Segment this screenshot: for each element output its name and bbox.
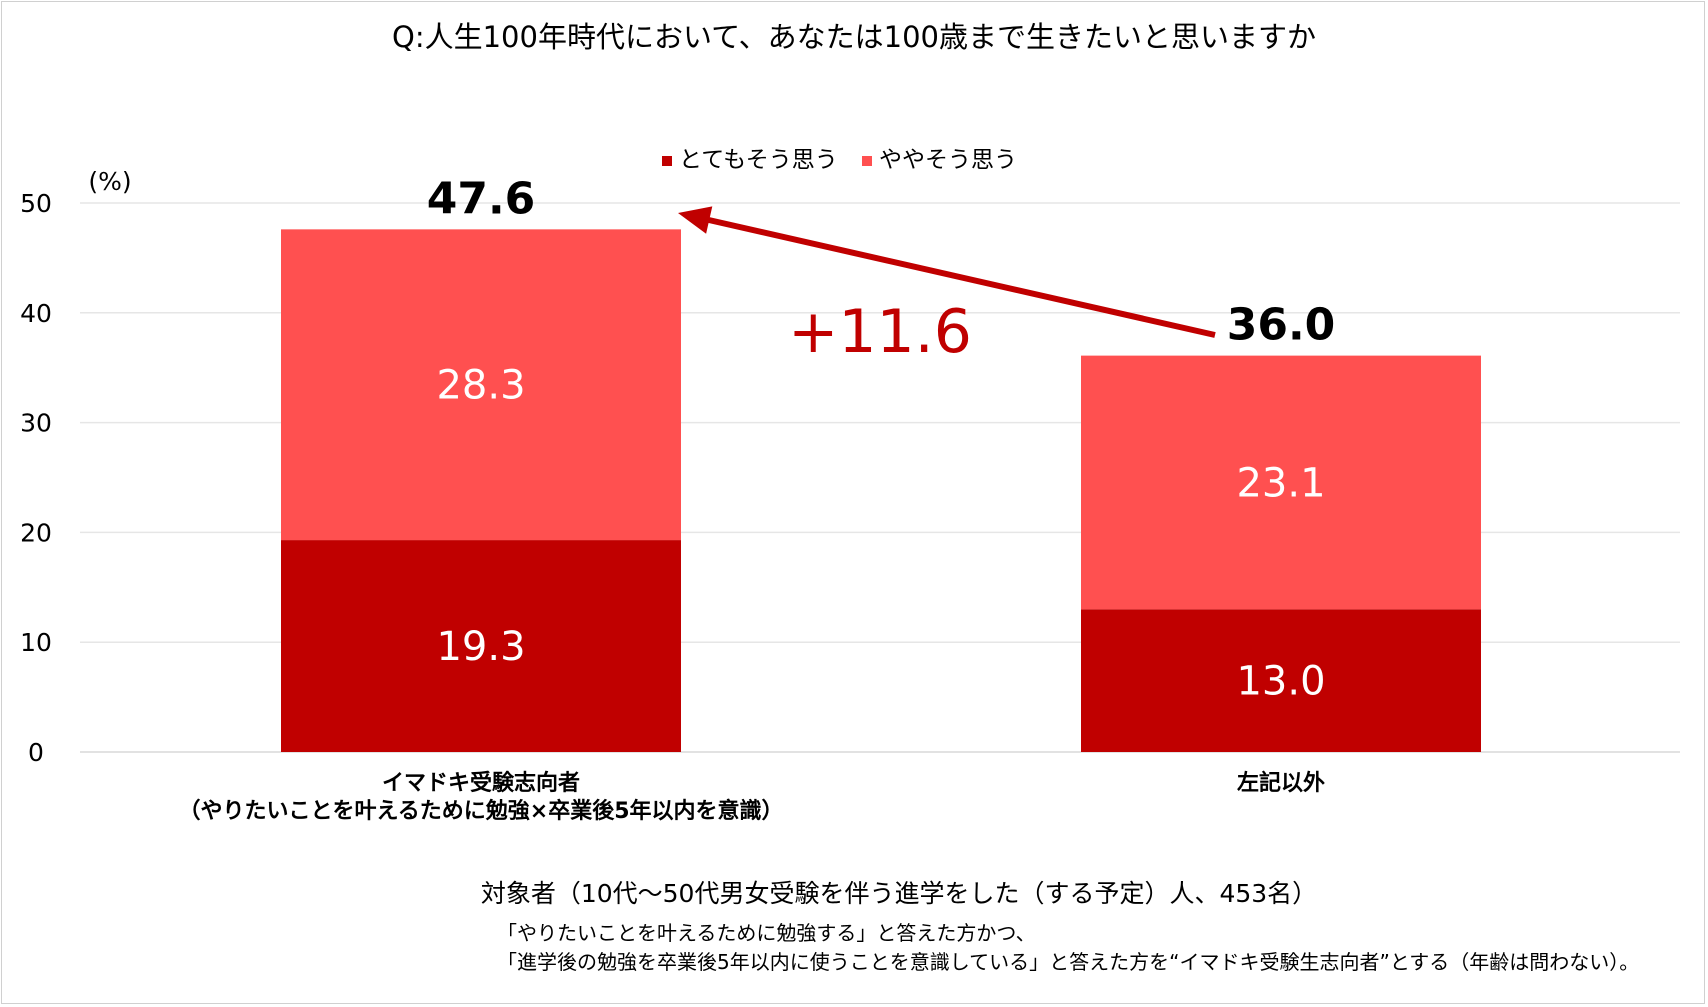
- category-label: イマドキ受験志向者: [382, 770, 580, 796]
- y-tick-label: 30: [20, 409, 52, 438]
- y-axis-unit: (%): [88, 167, 131, 196]
- footnote-line-2: 「進学後の勉強を卒業後5年以内に使うことを意識している」と答えた方を“イマドキ受…: [497, 950, 1640, 974]
- y-tick-label: 20: [20, 518, 52, 547]
- total-label: 47.6: [427, 173, 536, 224]
- data-label: 23.1: [1236, 460, 1325, 506]
- y-tick-label: 40: [20, 299, 52, 328]
- category-label: 左記以外: [1237, 770, 1325, 796]
- y-tick-label: 10: [20, 628, 52, 657]
- footnote-line-1: 「やりたいことを叶えるために勉強する」と答えた方かつ、: [497, 921, 1036, 945]
- stacked-bar-chart: 0 10 20 30 40 50 (%) とてもそう思う ややそう思う 19.3 28.3 47.6 イ…: [20, 147, 1680, 824]
- data-label: 28.3: [436, 363, 525, 409]
- bar-segment: [281, 540, 681, 752]
- bar-segment: [1081, 609, 1481, 752]
- difference-arrow: [699, 215, 1216, 338]
- difference-arrow-head: [678, 206, 713, 234]
- difference-annotation: +11.6: [788, 297, 972, 367]
- chart-title: Q:人生100年時代において、あなたは100歳まで生きたいと思いますか: [392, 20, 1316, 54]
- category-label: （やりたいことを叶えるために勉強×卒業後5年以内を意識）: [178, 798, 783, 824]
- data-label: 19.3: [436, 624, 525, 670]
- data-label: 13.0: [1236, 659, 1325, 705]
- y-tick-label: 0: [28, 738, 44, 767]
- legend-swatch: [862, 156, 872, 166]
- bar-segment: [281, 229, 681, 541]
- legend-swatch: [662, 156, 672, 166]
- total-label: 36.0: [1227, 300, 1336, 351]
- subject-note: 対象者（10代～50代男女受験を伴う進学をした（する予定）人、453名）: [480, 879, 1318, 908]
- legend-label: ややそう思う: [879, 147, 1017, 173]
- y-tick-label: 50: [20, 189, 52, 218]
- bar-segment: [1081, 355, 1481, 610]
- legend-label: とてもそう思う: [679, 147, 838, 173]
